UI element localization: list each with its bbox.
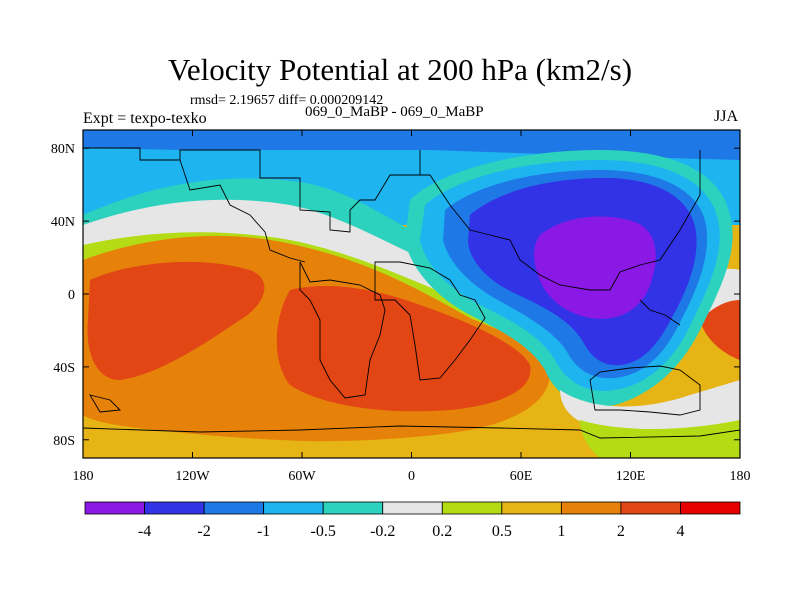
colorbar-label: -0.5	[311, 523, 336, 540]
colorbar-label: -1	[257, 523, 270, 540]
x-tick-label: 180	[730, 469, 751, 484]
x-axis: 180 120W 60W 0 60E 120E 180	[73, 130, 751, 484]
colorbar-swatch	[620, 501, 681, 515]
chart-title: Velocity Potential at 200 hPa (km2/s)	[167, 52, 633, 87]
colorbar-label: -0.2	[370, 523, 395, 540]
y-tick-label: 40S	[53, 361, 75, 376]
colorbar-label: 1	[557, 523, 565, 540]
colorbar-swatch	[263, 501, 324, 515]
x-tick-label: 180	[73, 469, 94, 484]
colorbar-swatch	[501, 501, 562, 515]
colorbar-label: 0.2	[432, 523, 452, 540]
colorbar-swatch	[322, 501, 384, 515]
experiment-label: Expt = texpo-texko	[83, 110, 207, 127]
colorbar-swatch	[441, 501, 503, 515]
colorbar-label: 0.5	[492, 523, 512, 540]
x-tick-label: 60W	[288, 469, 316, 484]
colorbar-swatch	[382, 501, 443, 515]
colorbar-label: -4	[138, 523, 151, 540]
colorbar-swatch	[144, 501, 205, 515]
y-tick-label: 80N	[51, 142, 75, 157]
run-label: 069_0_MaBP - 069_0_MaBP	[305, 104, 484, 120]
asia-negative-max	[534, 216, 656, 319]
colorbar-swatch	[680, 501, 741, 515]
colorbar-label: -2	[197, 523, 210, 540]
y-tick-label: 80S	[53, 434, 75, 449]
coastlines	[83, 147, 740, 439]
season-label: JJA	[714, 108, 739, 125]
colorbar: -4 -2 -1 -0.5 -0.2 0.2 0.5 1 2 4	[84, 501, 741, 540]
colorbar-swatch	[560, 501, 622, 515]
x-tick-label: 120E	[616, 469, 646, 484]
colorbar-swatch	[84, 501, 145, 515]
y-tick-label: 0	[68, 288, 75, 303]
pacific-positive-max	[87, 261, 265, 380]
colorbar-label: 2	[617, 523, 625, 540]
rmsd-diff-stats: rmsd= 2.19657 diff= 0.000209142	[190, 93, 384, 108]
colorbar-swatch	[203, 501, 265, 515]
x-tick-label: 0	[408, 469, 415, 484]
filled-contours	[83, 130, 740, 458]
colorbar-label: 4	[676, 523, 684, 540]
x-tick-label: 120W	[175, 469, 210, 484]
x-tick-label: 60E	[510, 469, 533, 484]
y-axis: 80N 40N 0 40S 80S	[51, 142, 740, 449]
atlantic-positive-max	[276, 285, 531, 412]
y-tick-label: 40N	[51, 215, 75, 230]
